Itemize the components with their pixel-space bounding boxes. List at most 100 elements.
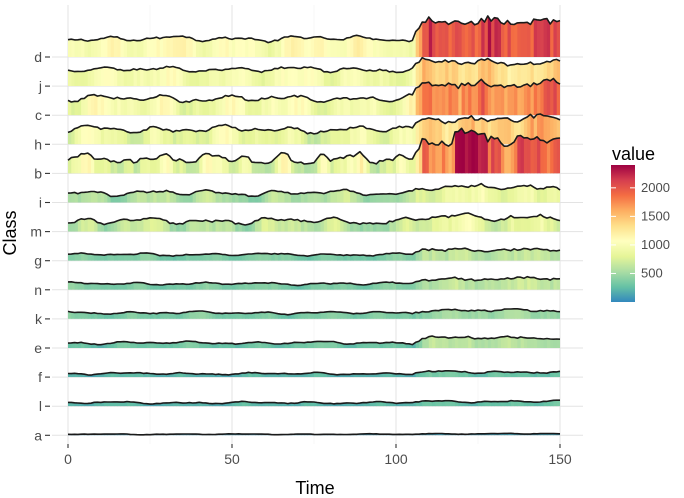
ridge-band [94,114,99,145]
ridge-band [428,183,433,203]
ridge-band [546,370,551,378]
ridge-band [90,114,95,145]
ridge-band [133,400,138,407]
ridge-band [376,400,381,407]
ridge-band [97,57,102,87]
ridge-band [74,114,79,145]
y-tick-label: g [34,253,42,269]
ridge-band [497,213,502,232]
ridge-band [140,308,145,319]
ridge-band [543,308,548,319]
ridge-band [202,276,207,290]
ridge-band [491,114,495,145]
ridge-band [504,114,509,145]
ridge-band [425,78,430,116]
ridge-band [527,336,532,348]
ridge-band [330,308,335,319]
ridge-band [373,400,377,407]
ridge-band [455,308,459,319]
ridge-band [556,400,560,407]
ridge-band [422,370,427,378]
y-tick-label: i [39,195,42,211]
ridge-band [310,308,315,319]
ridge-band [441,114,446,145]
ridge-line [67,275,561,287]
ridge-band [209,57,213,87]
ridge-band [87,183,92,203]
ridge-band [366,57,371,87]
ridge-band [268,308,272,319]
ridge-band [304,400,309,407]
ridge-band [284,213,289,232]
ridge-band [550,128,555,174]
ridge-band [179,308,184,319]
ridge-band [523,114,528,145]
ridge-band [418,128,423,174]
ridge-band [523,276,528,290]
ridge-band [110,400,115,407]
ridge-band [537,213,541,232]
ridge-band [540,336,545,348]
ridge-band [369,57,374,87]
ridge-band [432,183,436,203]
ridge-band [530,370,535,378]
ridge-band [445,370,450,378]
ridge-band [523,400,528,407]
ridge-band [77,114,82,145]
ridge-band [474,308,479,319]
y-tick-label: e [34,340,42,356]
ridge-band [412,248,417,261]
ridge-band [451,183,456,203]
ridge-band [418,276,423,290]
ridge-band [218,57,223,87]
ridge-band [504,336,509,348]
ridge-band [464,248,469,261]
ridge-band [537,308,541,319]
ridge-band [491,370,495,378]
ridge-band [376,308,381,319]
ridge-band [350,183,354,203]
ridge-band [336,308,341,319]
ridge-band [130,370,135,378]
ridge-band [392,248,397,261]
ridge-band [113,370,118,378]
ridge-band [514,336,518,348]
ridge-band [451,15,456,57]
ridge-band [497,400,502,407]
ridge-band [451,248,456,261]
ridge-band [294,114,299,145]
ridge-band [441,276,446,290]
ridge-band [543,213,548,232]
ridge-band [491,213,495,232]
ridge-band [553,57,558,87]
ridge-band [425,308,430,319]
ridge-band [487,57,492,87]
ridge-band [500,308,505,319]
ridge-band [478,15,482,57]
ridge-band [478,276,482,290]
ridge-band [415,400,420,407]
ridge-band [553,213,558,232]
ridge-band [81,308,85,319]
ridge-band [441,57,446,87]
ridge-band [271,308,276,319]
ridge-band [458,370,463,378]
ridge-band [415,248,420,261]
y-tick-label: d [34,49,42,65]
ridge-band [130,57,135,87]
ridge-band [487,370,492,378]
ridge-band [409,78,413,116]
ridge-band [215,57,220,87]
ridge-band [507,370,512,378]
ridge-band [418,308,423,319]
ridge-band [314,57,318,87]
ridge-band [425,276,430,290]
ridge-band [87,78,92,116]
ridge-band [484,213,489,232]
ridge-band [530,57,535,87]
ridge-band [163,308,167,319]
ridge-band [464,15,469,57]
ridge-band [445,78,450,116]
ridge-band [159,78,164,116]
ridge-band [517,114,522,145]
